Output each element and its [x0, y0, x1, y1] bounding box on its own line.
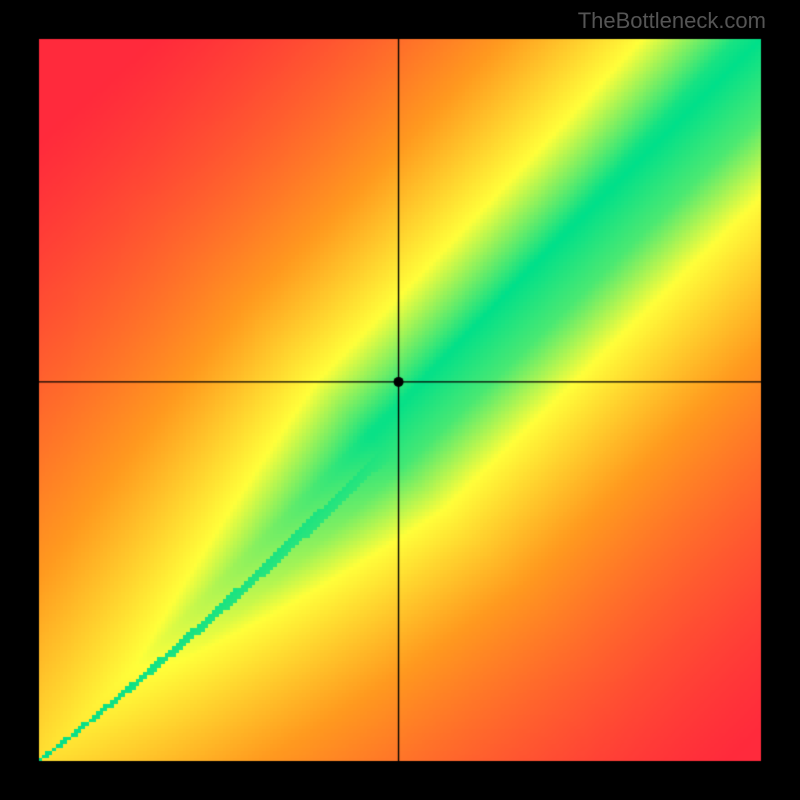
watermark-text: TheBottleneck.com: [578, 8, 766, 34]
heatmap-canvas: [0, 0, 800, 800]
chart-root: TheBottleneck.com: [0, 0, 800, 800]
